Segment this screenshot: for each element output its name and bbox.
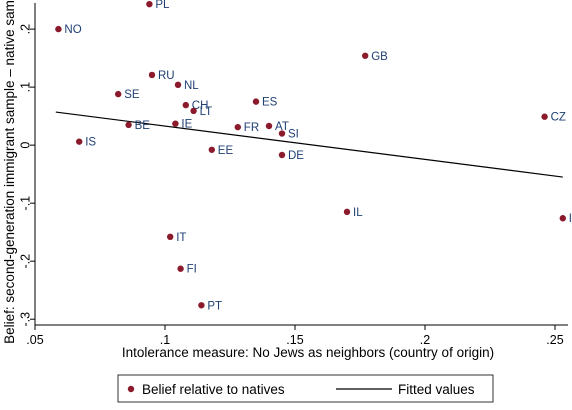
point-label: NO	[64, 24, 81, 36]
point-marker	[559, 215, 566, 222]
point-marker	[172, 120, 179, 127]
y-tick-label: 0	[18, 142, 32, 149]
point-label: IE	[181, 119, 192, 131]
data-point-se: SE	[115, 89, 140, 101]
data-point-ee: EE	[208, 145, 234, 157]
y-tick-label: -.3	[18, 312, 32, 327]
point-marker	[55, 25, 62, 33]
point-label: DE	[288, 150, 304, 162]
legend-label-belief: Belief relative to natives	[142, 382, 285, 397]
point-marker	[182, 101, 189, 109]
y-tick-label: .2	[18, 24, 32, 34]
point-marker	[177, 265, 184, 272]
point-label: FR	[244, 122, 259, 134]
y-tick-label: -.1	[18, 196, 32, 211]
point-marker	[343, 208, 351, 216]
data-point-is: IS	[76, 137, 96, 149]
point-marker	[115, 90, 122, 98]
point-label: FI	[187, 264, 197, 276]
point-label: GB	[371, 51, 388, 63]
point-marker	[198, 302, 205, 309]
point-marker	[278, 151, 286, 159]
legend-marker-belief	[127, 385, 135, 393]
point-label: LT	[200, 106, 213, 118]
point-label: SI	[288, 129, 299, 141]
point-label: IS	[85, 137, 96, 149]
fitted-values-line	[55, 111, 563, 178]
point-marker	[148, 71, 156, 79]
data-point-ru: RU	[148, 70, 175, 82]
data-point-de: DE	[278, 150, 304, 162]
point-label: CZ	[551, 112, 566, 124]
point-label: RU	[158, 70, 175, 82]
point-marker	[252, 98, 260, 105]
data-point-es: ES	[252, 97, 278, 109]
data-point-i: I	[559, 213, 572, 225]
legend-box	[117, 374, 494, 403]
x-tick-label: .1	[160, 333, 170, 347]
point-label: SE	[124, 89, 140, 101]
data-point-cz: CZ	[541, 112, 566, 124]
point-label: EE	[218, 145, 234, 157]
data-point-pl: PL	[146, 0, 170, 11]
data-point-be: BE	[125, 120, 150, 132]
data-point-fr: FR	[234, 122, 259, 134]
y-tick-label: .1	[18, 82, 32, 92]
point-label: PL	[155, 0, 170, 11]
point-marker	[265, 122, 273, 130]
point-label: AT	[275, 121, 289, 133]
data-point-pt: PT	[198, 300, 222, 312]
data-point-at: AT	[265, 121, 289, 133]
legend: Belief relative to natives Fitted values	[117, 374, 494, 403]
point-marker	[541, 113, 548, 120]
legend-label-fitted: Fitted values	[398, 382, 475, 397]
point-marker	[174, 81, 182, 89]
point-marker	[76, 138, 83, 145]
point-marker	[234, 123, 241, 131]
x-axis-title: Intolerance measure: No Jews as neighbor…	[122, 345, 494, 360]
point-label: I	[569, 213, 572, 225]
point-marker	[125, 121, 132, 129]
fitted-line-layer	[55, 111, 563, 178]
point-marker	[190, 107, 197, 115]
data-point-nl: NL	[174, 80, 199, 92]
data-point-no: NO	[55, 24, 82, 36]
point-label: BE	[135, 120, 151, 132]
point-marker	[208, 146, 215, 153]
point-label: IT	[176, 232, 186, 244]
y-tick-label: -.2	[18, 254, 32, 269]
data-point-il: IL	[343, 207, 363, 219]
point-marker	[278, 130, 286, 137]
data-point-fi: FI	[177, 264, 197, 276]
point-label: ES	[262, 97, 278, 109]
data-point-ie: IE	[172, 119, 193, 131]
x-tick-label: .15	[286, 333, 303, 347]
point-label: NL	[184, 80, 199, 92]
point-label: PT	[207, 300, 222, 312]
axes: .05 .1 .15 .2 .25 .2 .1 0 -.1 -.2 -.3	[18, 3, 568, 347]
y-axis-title: Belief: second-generation immigrant samp…	[2, 0, 17, 344]
data-point-gb: GB	[362, 51, 388, 63]
data-point-lt: LT	[190, 106, 212, 118]
x-tick-label: .2	[420, 333, 430, 347]
x-tick-label: .05	[26, 333, 43, 347]
x-tick-label: .25	[546, 333, 563, 347]
point-marker	[362, 52, 369, 59]
point-marker	[146, 0, 153, 8]
data-point-si: SI	[278, 129, 299, 141]
point-marker	[167, 233, 174, 241]
data-point-it: IT	[167, 232, 186, 244]
point-label: IL	[353, 207, 363, 219]
